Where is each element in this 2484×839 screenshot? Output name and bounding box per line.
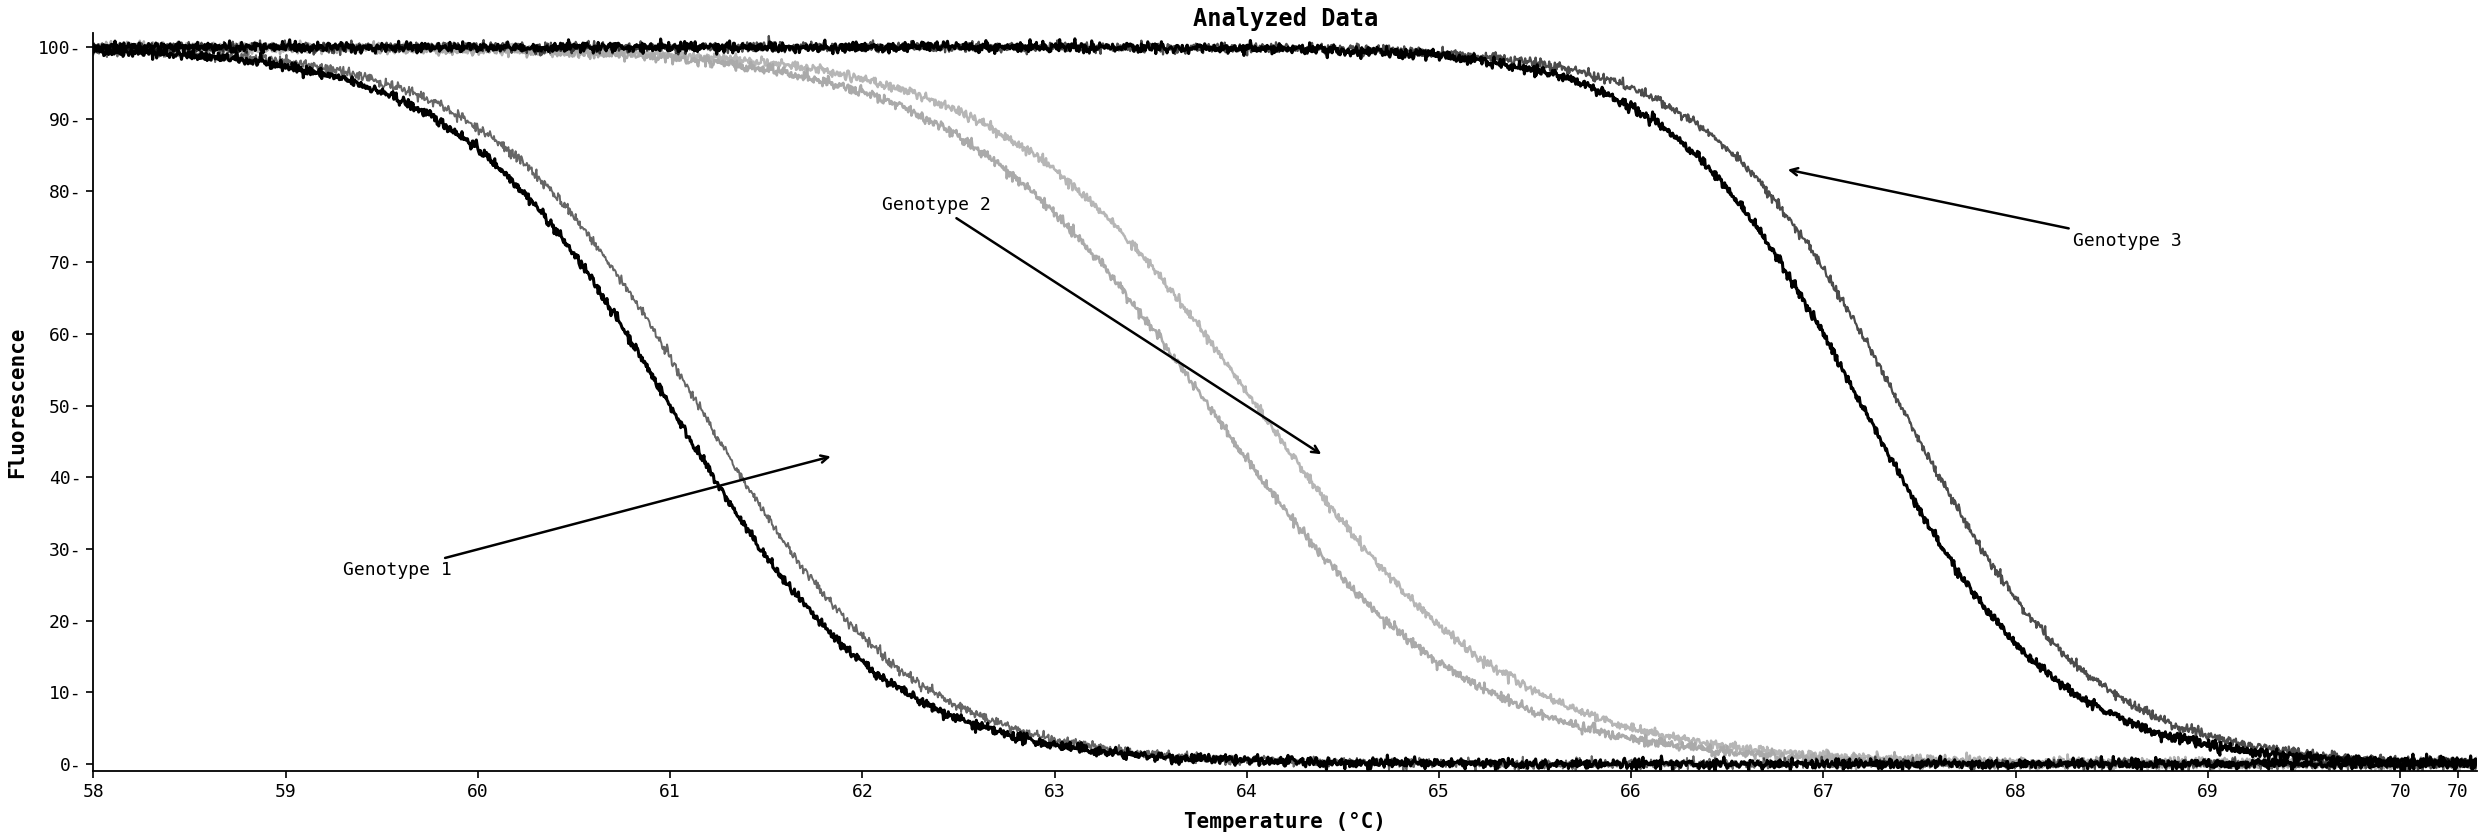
Text: Genotype 3: Genotype 3 [1791,168,2181,250]
X-axis label: Temperature (°C): Temperature (°C) [1185,812,1386,832]
Y-axis label: Fluorescence: Fluorescence [7,326,27,477]
Text: Genotype 1: Genotype 1 [343,456,827,580]
Title: Analyzed Data: Analyzed Data [1192,7,1379,31]
Text: Genotype 2: Genotype 2 [882,196,1319,453]
